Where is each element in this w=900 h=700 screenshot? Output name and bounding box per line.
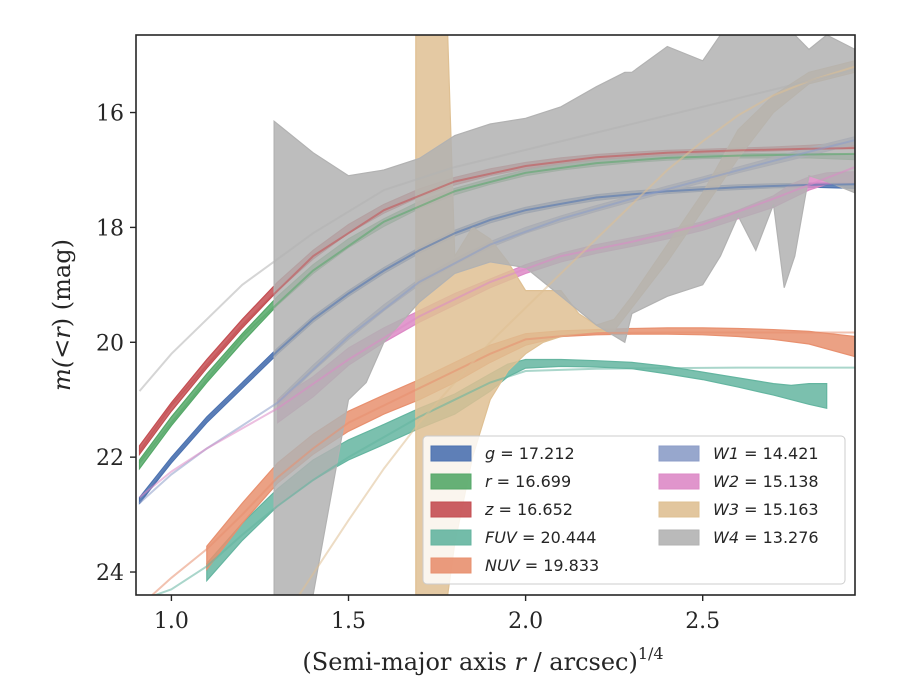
legend-box (422, 435, 846, 585)
extrap-w4 (138, 68, 855, 392)
extrap-fuv (152, 366, 855, 595)
y-tick-label: 20 (96, 331, 124, 356)
extrap-w2 (138, 166, 855, 499)
x-axis-title: (Semi-major axis r / arcsec)1/4 (302, 644, 663, 676)
extrap-z (138, 147, 855, 452)
legend-swatch-w1 (658, 445, 700, 462)
extrap-w3 (297, 65, 855, 595)
legend-label-w2: W2 = 15.138 (713, 472, 819, 491)
legend-swatch-w2 (658, 473, 700, 490)
plot-frame (135, 34, 856, 596)
series-bands (138, 35, 855, 595)
y-axis-title: m(<r) (mag) (48, 239, 76, 391)
x-tick-label: 2.5 (685, 609, 720, 634)
legend-label-w4: W4 = 13.276 (713, 528, 819, 547)
extrap-r (138, 152, 855, 464)
legend-swatch-r (430, 473, 472, 490)
x-tick-label: 2.0 (508, 609, 543, 634)
x-tick-label: 1.0 (154, 609, 189, 634)
y-axis-ticks: 16 18 20 22 24 (96, 102, 136, 586)
legend-label-nuv: NUV = 19.833 (485, 556, 599, 575)
legend-label-fuv: FUV = 20.444 (485, 528, 596, 547)
y-tick-label: 24 (96, 561, 124, 586)
extrap-g (138, 183, 855, 504)
legend-swatch-w4 (658, 529, 700, 546)
legend-label-w3: W3 = 15.163 (713, 500, 819, 519)
band-w4 (273, 35, 855, 595)
extrap-nuv (150, 331, 855, 595)
legend-label-r: r = 16.699 (485, 472, 571, 491)
legend-label-g: g = 17.212 (485, 444, 575, 463)
legend-label-w1: W1 = 14.421 (713, 444, 819, 463)
legend-swatch-nuv (430, 557, 472, 574)
legend-swatch-z (430, 501, 472, 518)
x-axis-ticks: 1.0 1.5 2.0 2.5 (154, 595, 720, 634)
x-tick-label: 1.5 (331, 609, 366, 634)
y-tick-label: 18 (96, 216, 124, 241)
legend-swatch-w3 (658, 501, 700, 518)
y-tick-label: 16 (96, 102, 124, 127)
legend-swatch-fuv (430, 529, 472, 546)
series-extrapolations (138, 65, 855, 595)
legend-label-z: z = 16.652 (484, 500, 573, 519)
y-tick-label: 22 (96, 446, 124, 471)
legend: g = 17.212 r = 16.699 z = 16.652 FUV = 20.4… (422, 435, 846, 585)
legend-swatch-g (430, 445, 472, 462)
